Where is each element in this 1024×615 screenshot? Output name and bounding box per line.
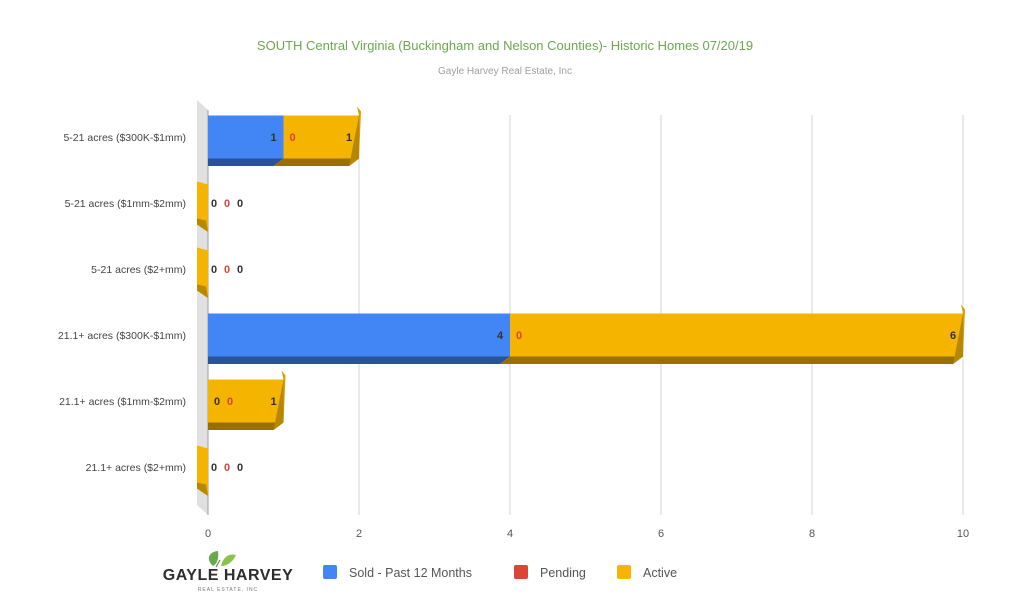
- bar-segment: [208, 379, 284, 423]
- legend-swatch: [617, 565, 631, 579]
- x-tick-label: 10: [957, 528, 969, 540]
- bar-segment: [283, 115, 359, 159]
- legend-swatch: [514, 565, 528, 579]
- data-label: 0: [211, 264, 217, 276]
- data-label: 0: [237, 198, 243, 210]
- bar-segment: [510, 313, 963, 357]
- bar-zero-shadow: [197, 284, 208, 298]
- bar-bottom-face: [500, 356, 963, 364]
- x-tick-label: 2: [356, 528, 362, 540]
- leaf-icon: [208, 551, 236, 568]
- legend-label: Active: [643, 566, 677, 580]
- data-label: 1: [346, 132, 352, 144]
- category-labels: 5-21 acres ($300K-$1mm) 5-21 acres ($1mm-…: [58, 132, 186, 474]
- chart-title: SOUTH Central Virginia (Buckingham and N…: [257, 38, 753, 53]
- data-label: 0: [237, 462, 243, 474]
- data-label: 0: [224, 462, 230, 474]
- data-label: 4: [497, 330, 504, 342]
- bar-bottom-face: [208, 422, 284, 430]
- chart-subtitle: Gayle Harvey Real Estate, Inc: [438, 66, 572, 77]
- x-tick-label: 6: [658, 528, 664, 540]
- bar-zero-shadow: [197, 482, 208, 496]
- bar-end-cap: [349, 115, 359, 166]
- data-label: 6: [950, 330, 956, 342]
- logo-tagline: REAL ESTATE, INC: [198, 587, 258, 593]
- legend-label: Pending: [540, 566, 586, 580]
- bar-segment: [208, 313, 510, 357]
- category-label: 5-21 acres ($2+mm): [91, 264, 186, 276]
- category-label: 21.1+ acres ($300K-$1mm): [58, 330, 186, 342]
- data-label: 0: [224, 198, 230, 210]
- bar-top-cap: [281, 370, 286, 423]
- category-label: 21.1+ acres ($2+mm): [86, 462, 186, 474]
- data-label: 0: [227, 396, 233, 408]
- bar-end-cap: [273, 379, 284, 430]
- data-label: 1: [270, 396, 276, 408]
- data-label: 0: [211, 198, 217, 210]
- bar-end-cap: [953, 313, 963, 364]
- legend-swatch: [323, 565, 337, 579]
- x-tick-label: 4: [507, 528, 513, 540]
- logo-name: GAYLE HARVEY: [163, 567, 293, 584]
- bars: [197, 106, 965, 496]
- data-label: 0: [211, 462, 217, 474]
- company-logo: GAYLE HARVEY REAL ESTATE, INC: [163, 551, 293, 593]
- data-label: 0: [224, 264, 230, 276]
- x-tick-label: 8: [809, 528, 815, 540]
- data-label: 0: [516, 330, 522, 342]
- data-label: 0: [237, 264, 243, 276]
- bar-segment: [208, 115, 284, 159]
- category-label: 5-21 acres ($1mm-$2mm): [65, 198, 186, 210]
- data-label: 0: [214, 396, 220, 408]
- bar-bottom-face: [208, 158, 284, 166]
- legend: Sold - Past 12 Months Pending Active: [323, 565, 677, 580]
- data-label: 0: [289, 132, 295, 144]
- x-tick-label: 0: [205, 528, 211, 540]
- bar-zero-shadow: [197, 218, 208, 232]
- category-label: 21.1+ acres ($1mm-$2mm): [59, 396, 186, 408]
- bar-top-cap: [357, 106, 361, 159]
- data-label: 1: [270, 132, 276, 144]
- legend-label: Sold - Past 12 Months: [349, 566, 472, 580]
- bar-top-cap: [961, 304, 965, 357]
- data-labels: 1 0 10 0 00 0 04 0 60 0 10 0 0: [211, 132, 956, 474]
- category-label: 5-21 acres ($300K-$1mm): [63, 132, 186, 144]
- bar-bottom-face: [273, 158, 359, 166]
- bar-bottom-face: [208, 356, 510, 364]
